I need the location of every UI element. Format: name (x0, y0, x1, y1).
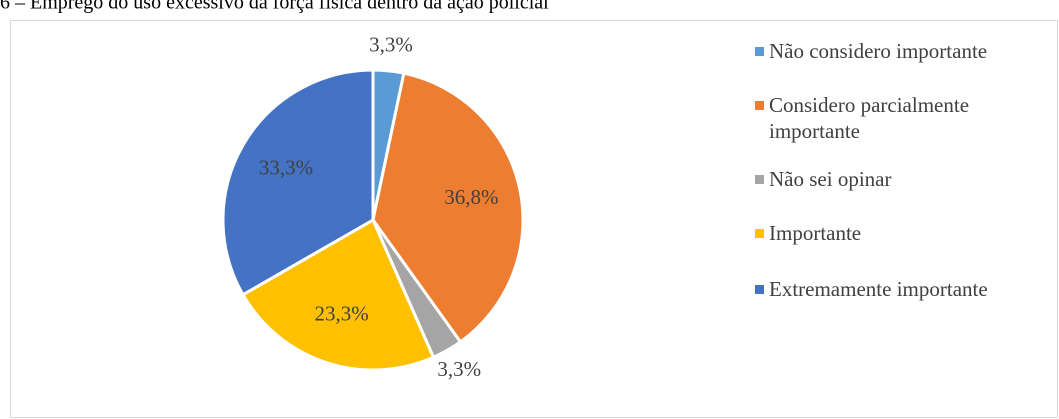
legend-swatch (755, 285, 764, 294)
pie-slice (221, 68, 375, 297)
legend-label: Importante (769, 221, 862, 245)
legend-swatch (755, 229, 764, 238)
legend-item: Não sei opinar (755, 166, 1045, 192)
legend-label: Considero parcialmente importante (769, 93, 970, 143)
data-label: 33,3% (259, 155, 313, 179)
legend: Não considero importante Considero parcia… (755, 38, 1045, 302)
data-label: 3,3% (369, 33, 413, 57)
data-label: 36,8% (444, 185, 498, 209)
legend-item: Não considero importante (755, 38, 1045, 64)
legend-label: Extremamente importante (769, 277, 988, 301)
legend-swatch (755, 101, 764, 110)
legend-swatch (755, 175, 764, 184)
legend-label: Não sei opinar (769, 167, 892, 191)
legend-item: Considero parcialmente importante (755, 92, 1045, 144)
legend-item: Importante (755, 220, 1045, 246)
legend-swatch (755, 47, 764, 56)
pie-slice (371, 71, 525, 344)
chart-frame (10, 20, 1058, 418)
data-label: 23,3% (315, 301, 369, 325)
pie-slice (240, 217, 436, 372)
data-label: 3,3% (437, 357, 481, 381)
chart-title: 6 – Emprego do uso excessivo da força fí… (0, 0, 549, 14)
legend-label: Não considero importante (769, 39, 988, 63)
legend-item: Extremamente importante (755, 276, 1045, 302)
